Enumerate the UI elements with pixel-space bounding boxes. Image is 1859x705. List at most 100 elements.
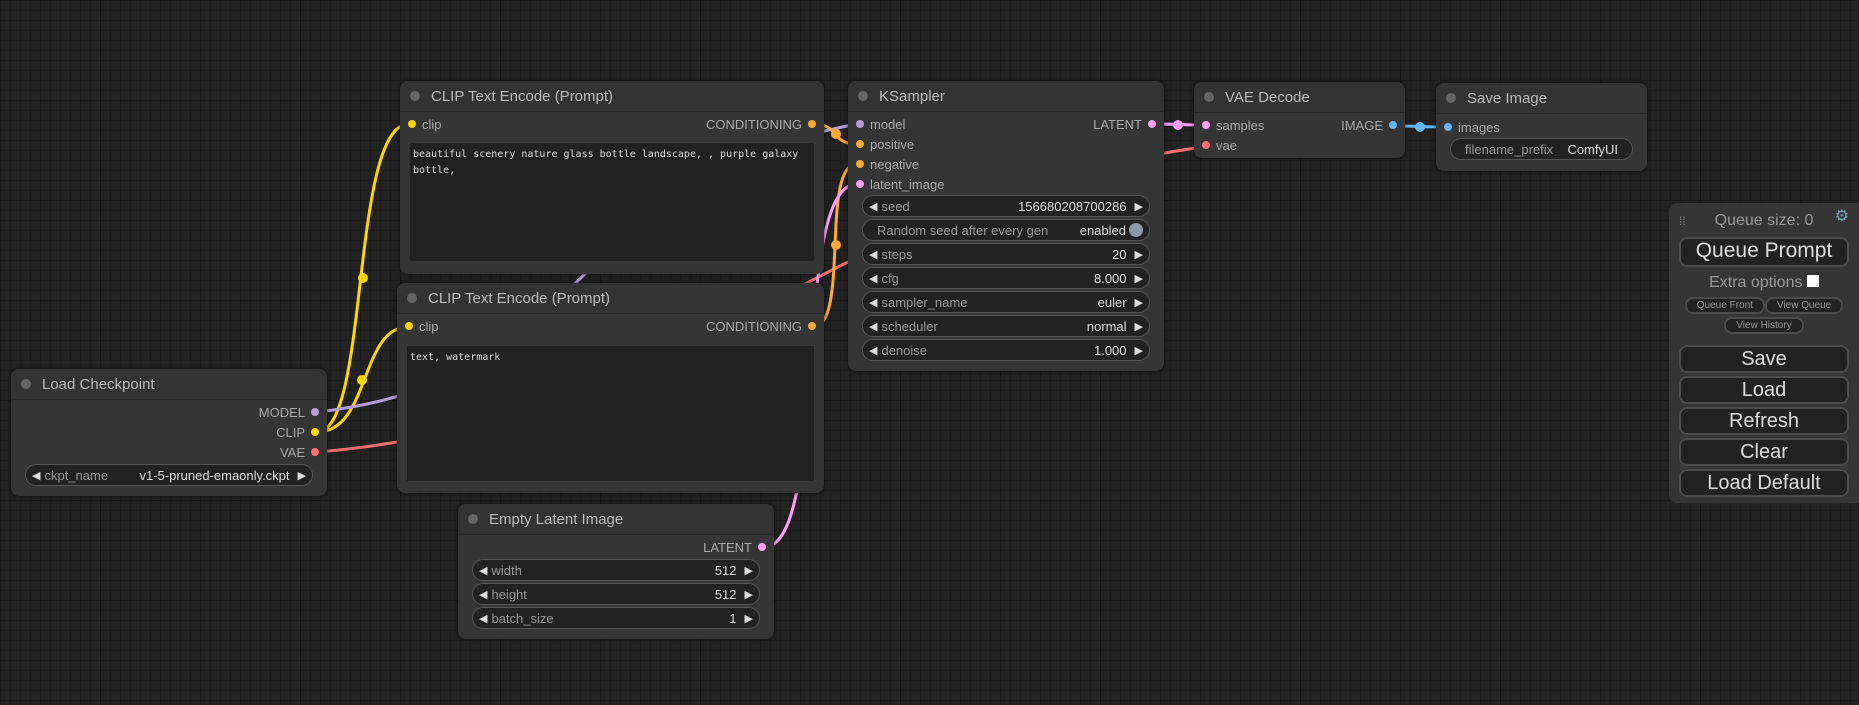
view-queue-button[interactable]: View Queue — [1764, 297, 1844, 314]
node-empty-latent-image[interactable]: Empty Latent Image LATENT ◀ width 512 ▶ ◀ he… — [458, 504, 774, 639]
arrow-left-icon[interactable]: ◀ — [479, 588, 488, 601]
slot-dot-icon[interactable] — [856, 180, 864, 188]
collapse-dot-icon[interactable] — [410, 91, 420, 101]
arrow-left-icon[interactable]: ◀ — [869, 272, 878, 285]
prompt-textarea[interactable]: text, watermark — [407, 346, 814, 481]
node-title: CLIP Text Encode (Prompt) — [400, 81, 824, 112]
arrow-left-icon[interactable]: ◀ — [869, 320, 878, 333]
arrow-left-icon[interactable]: ◀ — [869, 344, 878, 357]
input-positive[interactable]: positive — [850, 134, 914, 154]
collapse-dot-icon[interactable] — [21, 379, 31, 389]
slot-dot-icon[interactable] — [1202, 121, 1210, 129]
collapse-dot-icon[interactable] — [1204, 92, 1214, 102]
batch-size-widget[interactable]: ◀ batch_size 1 ▶ — [472, 607, 760, 629]
steps-widget[interactable]: ◀ steps 20 ▶ — [862, 243, 1150, 265]
slot-dot-icon[interactable] — [856, 120, 864, 128]
scheduler-widget[interactable]: ◀ scheduler normal ▶ — [862, 315, 1150, 337]
arrow-left-icon[interactable]: ◀ — [32, 469, 41, 482]
slot-dot-icon[interactable] — [311, 408, 319, 416]
input-latent-image[interactable]: latent_image — [850, 174, 944, 194]
slot-dot-icon[interactable] — [808, 322, 816, 330]
seed-widget[interactable]: ◀ seed 156680208700286 ▶ — [862, 195, 1150, 217]
widget-label: batch_size — [491, 610, 554, 626]
queue-front-button[interactable]: Queue Front — [1684, 297, 1765, 314]
toggle-knob-icon[interactable] — [1129, 223, 1143, 237]
sampler-name-widget[interactable]: ◀ sampler_name euler ▶ — [862, 291, 1150, 313]
collapse-dot-icon[interactable] — [1446, 93, 1456, 103]
arrow-left-icon[interactable]: ◀ — [479, 612, 488, 625]
collapse-dot-icon[interactable] — [407, 293, 417, 303]
slot-dot-icon[interactable] — [1389, 121, 1397, 129]
load-default-button[interactable]: Load Default — [1679, 469, 1849, 497]
arrow-right-icon[interactable]: ▶ — [1134, 320, 1143, 333]
filename-prefix-input[interactable]: filename_prefix ComfyUI — [1450, 138, 1633, 160]
prompt-textarea[interactable]: beautiful scenery nature glass bottle la… — [410, 143, 814, 261]
cfg-widget[interactable]: ◀ cfg 8.000 ▶ — [862, 267, 1150, 289]
queue-prompt-button[interactable]: Queue Prompt — [1679, 237, 1849, 267]
ckpt-name-combo[interactable]: ◀ ckpt_name v1-5-pruned-emaonly.ckpt ▶ — [25, 464, 313, 486]
slot-dot-icon[interactable] — [758, 543, 766, 551]
widget-label: cfg — [881, 270, 899, 286]
slot-dot-icon[interactable] — [311, 428, 319, 436]
drag-handle-icon[interactable]: ⁞⁞ — [1679, 214, 1686, 228]
output-conditioning[interactable]: CONDITIONING — [706, 316, 822, 336]
arrow-left-icon[interactable]: ◀ — [869, 200, 878, 213]
save-button[interactable]: Save — [1679, 345, 1849, 373]
arrow-right-icon[interactable]: ▶ — [744, 612, 753, 625]
view-history-button[interactable]: View History — [1724, 317, 1804, 334]
slot-dot-icon[interactable] — [856, 140, 864, 148]
slot-dot-icon[interactable] — [408, 120, 416, 128]
gear-icon[interactable]: ⚙ — [1834, 208, 1849, 225]
arrow-right-icon[interactable]: ▶ — [297, 469, 306, 482]
collapse-dot-icon[interactable] — [858, 91, 868, 101]
height-widget[interactable]: ◀ height 512 ▶ — [472, 583, 760, 605]
collapse-dot-icon[interactable] — [468, 514, 478, 524]
input-vae[interactable]: vae — [1196, 135, 1237, 155]
clear-button[interactable]: Clear — [1679, 438, 1849, 466]
denoise-widget[interactable]: ◀ denoise 1.000 ▶ — [862, 339, 1150, 361]
slot-dot-icon[interactable] — [808, 120, 816, 128]
refresh-button[interactable]: Refresh — [1679, 407, 1849, 435]
slot-dot-icon[interactable] — [405, 322, 413, 330]
output-latent[interactable]: LATENT — [1093, 114, 1162, 134]
input-clip[interactable]: clip — [399, 316, 439, 336]
arrow-left-icon[interactable]: ◀ — [479, 564, 488, 577]
node-save-image[interactable]: Save Image images filename_prefix ComfyUI — [1436, 83, 1647, 171]
input-images[interactable]: images — [1438, 117, 1500, 137]
output-image[interactable]: IMAGE — [1341, 115, 1403, 135]
arrow-right-icon[interactable]: ▶ — [1134, 200, 1143, 213]
output-conditioning[interactable]: CONDITIONING — [706, 114, 822, 134]
slot-dot-icon[interactable] — [1444, 123, 1452, 131]
arrow-right-icon[interactable]: ▶ — [1134, 296, 1143, 309]
arrow-right-icon[interactable]: ▶ — [1134, 248, 1143, 261]
random-seed-toggle[interactable]: Random seed after every gen enabled — [862, 219, 1150, 241]
title-text: VAE Decode — [1225, 88, 1310, 106]
arrow-right-icon[interactable]: ▶ — [1134, 272, 1143, 285]
input-samples[interactable]: samples — [1196, 115, 1264, 135]
arrow-right-icon[interactable]: ▶ — [744, 588, 753, 601]
width-widget[interactable]: ◀ width 512 ▶ — [472, 559, 760, 581]
slot-dot-icon[interactable] — [1148, 120, 1156, 128]
node-load-checkpoint[interactable]: Load Checkpoint MODEL CLIP VAE ◀ ckpt_nam… — [11, 369, 327, 496]
arrow-right-icon[interactable]: ▶ — [1134, 344, 1143, 357]
input-negative[interactable]: negative — [850, 154, 919, 174]
output-latent[interactable]: LATENT — [703, 537, 772, 557]
node-vae-decode[interactable]: VAE Decode samples vae IMAGE — [1194, 82, 1405, 158]
output-vae[interactable]: VAE — [280, 442, 325, 462]
slot-dot-icon[interactable] — [856, 160, 864, 168]
node-clip-text-encode-negative[interactable]: CLIP Text Encode (Prompt) clip CONDITION… — [397, 283, 824, 493]
output-model[interactable]: MODEL — [259, 402, 325, 422]
arrow-left-icon[interactable]: ◀ — [869, 248, 878, 261]
load-button[interactable]: Load — [1679, 376, 1849, 404]
node-clip-text-encode-positive[interactable]: CLIP Text Encode (Prompt) clip CONDITION… — [400, 81, 824, 274]
output-clip[interactable]: CLIP — [276, 422, 325, 442]
slot-dot-icon[interactable] — [1202, 141, 1210, 149]
extra-options-label: Extra options — [1709, 274, 1803, 291]
slot-dot-icon[interactable] — [311, 448, 319, 456]
input-clip[interactable]: clip — [402, 114, 442, 134]
input-model[interactable]: model — [850, 114, 905, 134]
arrow-right-icon[interactable]: ▶ — [744, 564, 753, 577]
arrow-left-icon[interactable]: ◀ — [869, 296, 878, 309]
node-ksampler[interactable]: KSampler model positive negative latent_… — [848, 81, 1164, 371]
extra-options-checkbox[interactable] — [1806, 275, 1819, 287]
